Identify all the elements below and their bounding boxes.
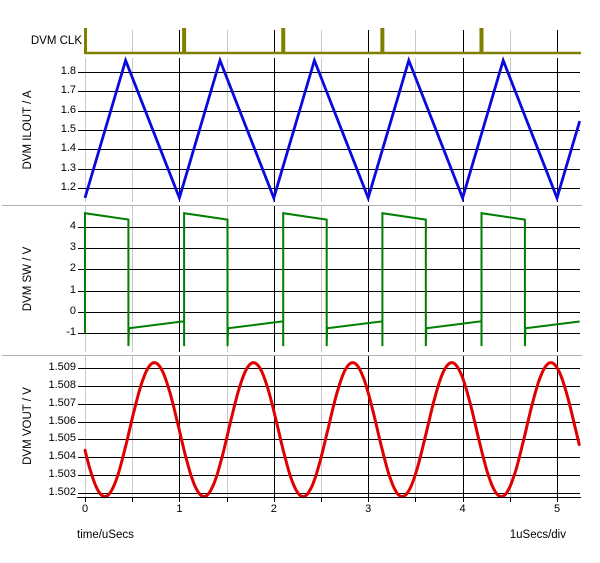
- vout-ytick-label: 1.504: [48, 450, 76, 463]
- clk-pulse: [182, 28, 187, 53]
- sw-ytick-label: 3: [69, 241, 76, 254]
- x-tick-label: 2: [270, 503, 277, 515]
- clk-signal-label: DVM CLK: [30, 35, 82, 47]
- clk-pulse: [281, 28, 286, 53]
- ilout-ytick-label: 1.4: [60, 142, 76, 155]
- x-tick-label: 0: [81, 503, 89, 515]
- vout-ytick-label: 1.509: [48, 361, 76, 373]
- ilout-ytick-label: 1.6: [60, 103, 76, 116]
- x-tick-label: 1: [176, 503, 183, 515]
- ilout-trace: [83, 56, 582, 203]
- sw-ytick-label: 2: [69, 262, 76, 275]
- sw-ytick-label: 4: [69, 220, 76, 232]
- ilout-ytick-label: 1.8: [60, 65, 76, 77]
- ilout-ytick-label: 1.7: [60, 84, 76, 97]
- x-tick-label: 4: [459, 503, 466, 515]
- vout-ytick-label: 1.502: [48, 486, 76, 498]
- clk-pulse: [84, 28, 87, 53]
- sw-ytick-label: -1: [66, 326, 76, 338]
- vout-ytick-label: 1.503: [48, 468, 76, 481]
- vout-ytick-label: 1.507: [48, 396, 76, 409]
- vout-ytick-label: 1.508: [48, 378, 76, 391]
- sw-ytick-label: 1: [69, 283, 76, 296]
- sw-ytick-label: 0: [69, 304, 76, 317]
- clk-pulse: [380, 28, 385, 53]
- ilout-ytick-label: 1.5: [60, 123, 76, 136]
- sw-axis-label: DVM SW / V: [22, 246, 34, 312]
- x-scale-per-div-label: 1uSecs/div: [509, 529, 566, 541]
- x-tick-label: 5: [553, 503, 561, 515]
- sw-trace: [84, 212, 580, 347]
- ilout-ytick-label: 1.2: [60, 181, 76, 194]
- x-tick-label: 3: [365, 503, 372, 515]
- vout-trace: [83, 361, 581, 499]
- x-axis-title: time/uSecs: [77, 529, 134, 541]
- vout-ytick-label: 1.505: [48, 432, 76, 445]
- clk-pulse: [479, 28, 484, 53]
- ilout-ytick-label: 1.3: [60, 161, 76, 174]
- vout-ytick-label: 1.506: [48, 414, 76, 427]
